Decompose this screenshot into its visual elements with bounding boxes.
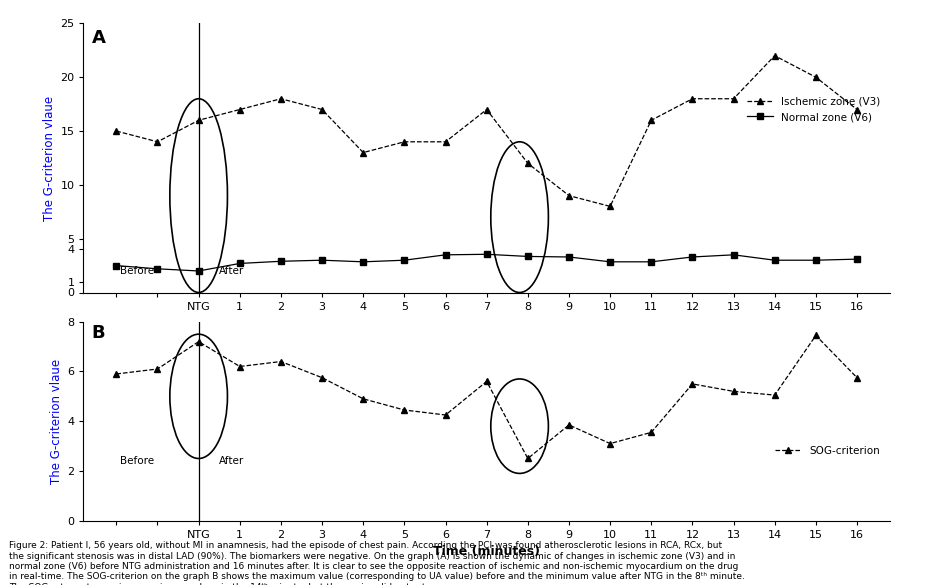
SOG-criterion	[481, 378, 492, 385]
Text: Before: Before	[120, 266, 154, 276]
Text: Before: Before	[120, 456, 154, 466]
Ischemic zone (V3)	[564, 192, 575, 199]
Normal zone (V6)	[440, 252, 451, 259]
Line: SOG-criterion: SOG-criterion	[113, 332, 860, 462]
SOG-criterion	[646, 429, 657, 436]
SOG-criterion	[316, 374, 327, 381]
Text: B: B	[92, 324, 106, 342]
Normal zone (V6)	[481, 251, 492, 258]
Ischemic zone (V3)	[810, 74, 821, 81]
Ischemic zone (V3)	[769, 52, 781, 59]
Legend: SOG-criterion: SOG-criterion	[771, 442, 884, 460]
SOG-criterion	[193, 338, 204, 345]
Normal zone (V6)	[810, 257, 821, 264]
Ischemic zone (V3)	[275, 95, 286, 102]
Ischemic zone (V3)	[604, 203, 616, 210]
Normal zone (V6)	[275, 258, 286, 265]
Ischemic zone (V3)	[152, 138, 163, 145]
SOG-criterion	[687, 380, 698, 387]
Ischemic zone (V3)	[193, 117, 204, 124]
Text: Figure 2: Patient I, 56 years old, without MI in anamnesis, had the episode of c: Figure 2: Patient I, 56 years old, witho…	[9, 541, 745, 585]
Line: Normal zone (V6): Normal zone (V6)	[113, 251, 860, 274]
Normal zone (V6)	[316, 257, 327, 264]
SOG-criterion	[851, 374, 862, 381]
Text: A: A	[92, 29, 106, 47]
SOG-criterion	[399, 407, 410, 414]
Ischemic zone (V3)	[687, 95, 698, 102]
Normal zone (V6)	[399, 257, 410, 264]
Legend: Ischemic zone (V3), Normal zone (V6): Ischemic zone (V3), Normal zone (V6)	[743, 93, 884, 126]
Ischemic zone (V3)	[522, 160, 533, 167]
Ischemic zone (V3)	[646, 117, 657, 124]
SOG-criterion	[728, 388, 739, 395]
Line: Ischemic zone (V3): Ischemic zone (V3)	[113, 52, 860, 210]
Normal zone (V6)	[152, 266, 163, 273]
SOG-criterion	[111, 370, 122, 377]
Normal zone (V6)	[728, 252, 739, 259]
SOG-criterion	[275, 358, 286, 365]
Ischemic zone (V3)	[111, 128, 122, 135]
Normal zone (V6)	[111, 262, 122, 269]
Normal zone (V6)	[235, 260, 246, 267]
X-axis label: Time (minutes): Time (minutes)	[433, 545, 540, 558]
Y-axis label: The G-criterion vlaue: The G-criterion vlaue	[50, 359, 63, 484]
Ischemic zone (V3)	[481, 106, 492, 113]
Normal zone (V6)	[646, 259, 657, 266]
Normal zone (V6)	[522, 253, 533, 260]
SOG-criterion	[522, 455, 533, 462]
SOG-criterion	[152, 366, 163, 373]
Ischemic zone (V3)	[316, 106, 327, 113]
SOG-criterion	[769, 391, 781, 398]
Ischemic zone (V3)	[440, 138, 451, 145]
Ischemic zone (V3)	[358, 149, 369, 156]
SOG-criterion	[358, 395, 369, 402]
SOG-criterion	[564, 421, 575, 428]
SOG-criterion	[440, 411, 451, 418]
Normal zone (V6)	[564, 253, 575, 260]
Normal zone (V6)	[358, 259, 369, 266]
SOG-criterion	[235, 363, 246, 370]
Ischemic zone (V3)	[399, 138, 410, 145]
Text: After: After	[219, 456, 244, 466]
Normal zone (V6)	[687, 253, 698, 260]
Text: After: After	[219, 266, 244, 276]
Ischemic zone (V3)	[728, 95, 739, 102]
Normal zone (V6)	[851, 256, 862, 263]
SOG-criterion	[810, 332, 821, 339]
SOG-criterion	[604, 440, 616, 447]
Normal zone (V6)	[769, 257, 781, 264]
Ischemic zone (V3)	[851, 106, 862, 113]
Normal zone (V6)	[604, 259, 616, 266]
Ischemic zone (V3)	[235, 106, 246, 113]
Y-axis label: The G-criterion vlaue: The G-criterion vlaue	[44, 95, 57, 221]
Normal zone (V6)	[193, 267, 204, 274]
